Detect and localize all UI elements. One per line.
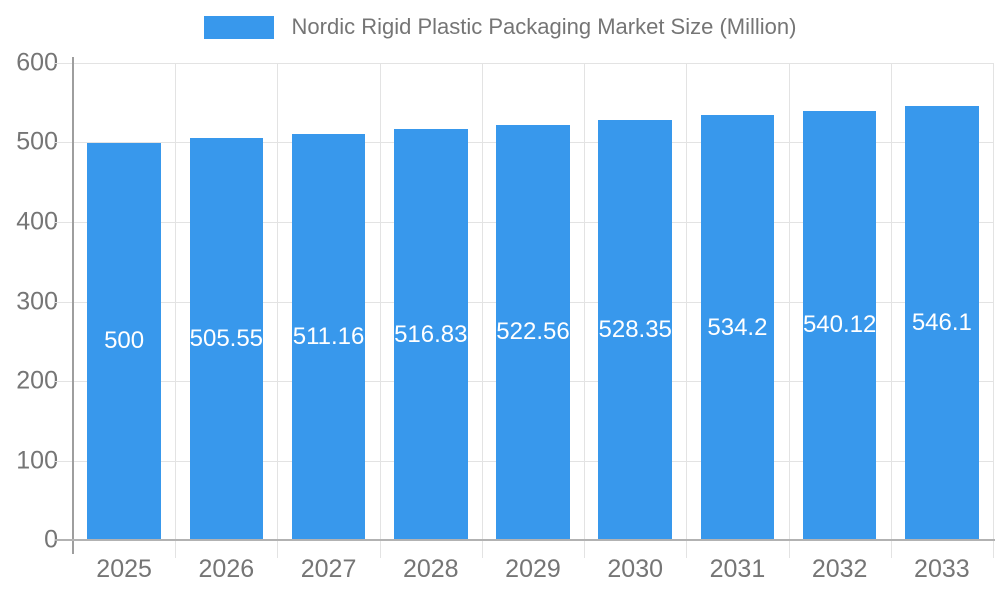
y-axis-line — [72, 57, 74, 554]
bar-2028[interactable]: 516.83 — [393, 129, 468, 540]
bar-value-label-2027: 511.16 — [292, 322, 365, 350]
x-axis: 2025 2026 2027 2028 2029 2030 2031 2032 2033 — [73, 555, 993, 584]
x-axis-line — [55, 539, 995, 541]
bar-value-label-2028: 516.83 — [394, 320, 468, 348]
x-tick-label-2033: 2033 — [914, 555, 970, 583]
bar-value-label-2031: 534.2 — [707, 313, 768, 341]
gridline-x-4 — [481, 63, 483, 558]
gridline-x-8 — [890, 63, 892, 558]
bar-series: 500 505.55 511.16 516.83 522.56 528.35 534.2 54… — [73, 63, 993, 540]
x-tick-label-2025: 2025 — [96, 555, 152, 583]
y-tick-label-300: 300 — [16, 287, 58, 315]
y-tick-label-400: 400 — [16, 207, 58, 236]
bar-column-2033: 546.1 — [891, 63, 993, 540]
gridline-x-2 — [277, 63, 279, 558]
bar-2025[interactable]: 500 — [87, 142, 161, 540]
bar-column-2028: 516.83 — [380, 63, 482, 540]
x-tick-label-2032: 2032 — [811, 555, 868, 583]
y-tick-label-100: 100 — [16, 446, 58, 474]
plot-area: 500 505.55 511.16 516.83 522.56 528.35 534.2 54… — [55, 57, 995, 558]
x-tick-label-2027: 2027 — [300, 555, 357, 583]
bar-column-2026: 505.55 — [175, 63, 277, 540]
x-tick-label-2031: 2031 — [709, 555, 766, 583]
chart-legend: Nordic Rigid Plastic Packaging Market Si… — [0, 14, 1000, 40]
legend-label[interactable]: Nordic Rigid Plastic Packaging Market Si… — [291, 14, 797, 39]
bar-value-label-2030: 528.35 — [598, 315, 672, 343]
y-tick-label-600: 600 — [16, 48, 58, 77]
bar-2027[interactable]: 511.16 — [291, 133, 366, 540]
bar-column-2025: 500 — [73, 63, 175, 540]
gridline-y-600 — [55, 63, 993, 64]
bar-2033[interactable]: 546.1 — [905, 105, 979, 540]
bar-column-2030: 528.35 — [584, 63, 686, 540]
bar-2031[interactable]: 534.2 — [700, 115, 775, 540]
x-tick-label-2026: 2026 — [198, 555, 255, 583]
y-axis: 0 100 200 300 400 500 600 — [0, 50, 58, 552]
y-tick-label-500: 500 — [16, 127, 58, 156]
y-tick-label-0: 0 — [44, 525, 58, 554]
x-tick-label-2029: 2029 — [505, 555, 561, 583]
bar-2032[interactable]: 540.12 — [802, 110, 877, 540]
gridline-x-9 — [993, 63, 994, 558]
bar-column-2027: 511.16 — [277, 63, 379, 540]
bar-column-2032: 540.12 — [789, 63, 891, 540]
bar-value-label-2032: 540.12 — [802, 311, 877, 339]
gridline-x-3 — [379, 63, 381, 558]
gridline-x-1 — [175, 63, 177, 558]
bar-value-label-2026: 505.55 — [189, 325, 264, 353]
y-tick-label-200: 200 — [16, 366, 58, 395]
bar-2026[interactable]: 505.55 — [189, 138, 264, 540]
gridline-x-7 — [788, 63, 790, 558]
bar-value-label-2025: 500 — [104, 327, 145, 355]
bar-value-label-2029: 522.56 — [496, 318, 570, 346]
bar-value-label-2033: 546.1 — [911, 308, 972, 336]
bar-column-2029: 522.56 — [482, 63, 584, 540]
x-tick-label-2028: 2028 — [402, 555, 459, 583]
x-tick-label-2030: 2030 — [607, 555, 664, 583]
gridline-x-5 — [584, 63, 586, 558]
legend-swatch[interactable] — [203, 15, 274, 39]
gridline-x-6 — [686, 63, 688, 558]
bar-2030[interactable]: 528.35 — [598, 119, 672, 540]
bar-2029[interactable]: 522.56 — [496, 124, 570, 540]
bar-column-2031: 534.2 — [686, 63, 788, 540]
